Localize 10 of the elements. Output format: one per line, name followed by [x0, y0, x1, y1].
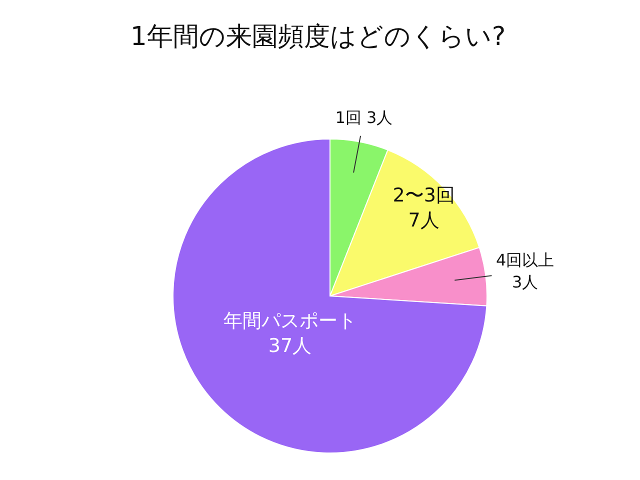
- data-label: 37人: [268, 335, 312, 358]
- chart-title: 1年間の来園頻度はどのくらい?: [130, 22, 506, 52]
- slice-label: 4回以上: [496, 250, 554, 270]
- slice-label: 1回: [335, 108, 362, 128]
- data-label: 7人: [408, 209, 440, 232]
- data-label: 3人: [512, 272, 538, 292]
- data-label: 3人: [366, 108, 393, 128]
- slice-label: 年間パスポート: [223, 310, 356, 332]
- pie-slice: [172, 138, 488, 454]
- slice-label: 2〜3回: [392, 184, 455, 206]
